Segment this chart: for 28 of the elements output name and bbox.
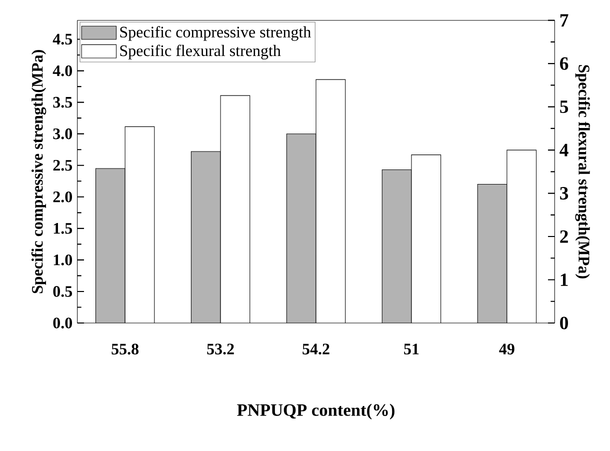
- legend-label: Specific compressive strength: [120, 26, 311, 41]
- y-tick-label: 3.0: [53, 128, 72, 140]
- y2-tick-label: 7: [560, 14, 568, 26]
- y-tick-label: 2.5: [53, 160, 72, 171]
- y-tick-label: 4.5: [52, 34, 72, 45]
- x-tick-label: 49: [499, 344, 514, 354]
- y-tick-label: 3.5: [53, 96, 72, 108]
- y2-axis-title: Specific flexural strength(MPa): [575, 65, 590, 278]
- y-tick-label: 1.0: [54, 254, 72, 266]
- y2-tick-label: 0: [560, 316, 568, 330]
- x-tick-label: 53.2: [207, 344, 234, 355]
- y-tick-label: 0.0: [53, 318, 72, 328]
- y-tick-label: 1.5: [54, 223, 72, 234]
- y2-tick-label: 1: [560, 274, 568, 286]
- x-axis-title: PNPUQP content(%): [237, 404, 394, 420]
- y2-tick-label: 4: [560, 144, 568, 156]
- y2-tick-label: 5: [560, 100, 568, 114]
- y2-tick-label: 6: [560, 57, 568, 70]
- x-tick-label: 51: [404, 344, 419, 354]
- x-tick-label: 55.8: [112, 344, 139, 355]
- x-tick-label: 54.2: [302, 344, 330, 355]
- y-tick-label: 4.0: [52, 65, 72, 76]
- y2-tick-label: 2: [560, 230, 568, 243]
- y-tick-label: 0.5: [53, 286, 72, 297]
- y-axis-title: Specific compressive strength(MPa): [31, 50, 46, 294]
- legend-label: Specific flexural strength: [120, 44, 281, 60]
- y2-tick-label: 3: [560, 187, 568, 200]
- y-tick-label: 2.0: [53, 191, 72, 202]
